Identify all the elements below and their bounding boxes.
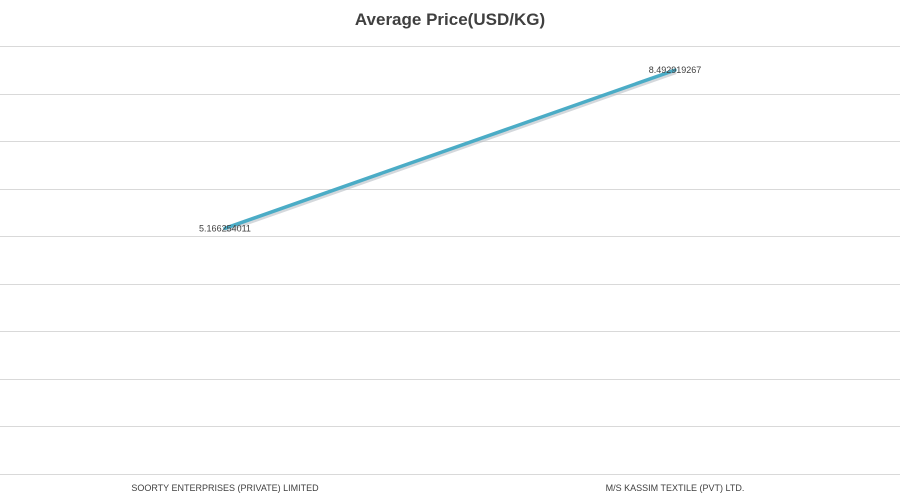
x-tick-label: SOORTY ENTERPRISES (PRIVATE) LIMITED: [131, 483, 319, 493]
series-line: [223, 68, 677, 231]
chart-title: Average Price(USD/KG): [354, 10, 546, 29]
x-tick-label: M/S KASSIM TEXTILE (PVT) LTD.: [606, 483, 745, 493]
series-line-shadow: [225, 70, 677, 233]
data-label: 5.166254011: [199, 223, 251, 233]
data-point: [223, 226, 227, 230]
data-point: [673, 68, 677, 72]
data-label: 8.492919267: [649, 65, 702, 75]
